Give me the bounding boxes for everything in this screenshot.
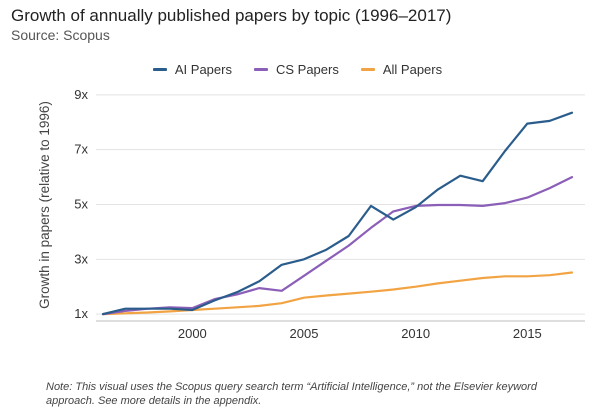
series-line-all-papers: [101, 271, 574, 316]
chart-subtitle: Source: Scopus: [11, 27, 110, 43]
y-tick-label: 3x: [74, 251, 88, 266]
legend-swatch-all-papers: [360, 68, 375, 71]
legend-item-all-papers: All Papers: [360, 62, 443, 77]
x-tick-label: 2000: [178, 326, 207, 341]
x-tick-label: 2005: [290, 326, 319, 341]
y-tick-label: 1x: [74, 306, 88, 321]
footnote: Note: This visual uses the Scopus query …: [46, 381, 537, 407]
y-tick-label: 5x: [74, 197, 88, 212]
series-line-cs-papers: [101, 176, 574, 316]
x-tick-label: 2015: [513, 326, 542, 341]
legend: AI Papers CS Papers All Papers: [0, 62, 595, 77]
legend-label-all-papers: All Papers: [382, 62, 443, 77]
legend-swatch-cs-papers: [253, 68, 268, 71]
legend-item-ai-papers: AI Papers: [152, 62, 232, 77]
x-tick-label: 2010: [401, 326, 430, 341]
chart-title: Growth of annually published papers by t…: [11, 6, 452, 25]
legend-swatch-ai-papers: [152, 68, 167, 71]
legend-item-cs-papers: CS Papers: [253, 62, 339, 77]
y-tick-label: 9x: [74, 87, 88, 102]
legend-label-cs-papers: CS Papers: [275, 62, 339, 77]
y-tick-label: 7x: [74, 142, 88, 157]
series-line-ai-papers: [101, 111, 574, 316]
y-axis-title: Growth in papers (relative to 1996): [37, 101, 52, 309]
legend-label-ai-papers: AI Papers: [174, 62, 232, 77]
